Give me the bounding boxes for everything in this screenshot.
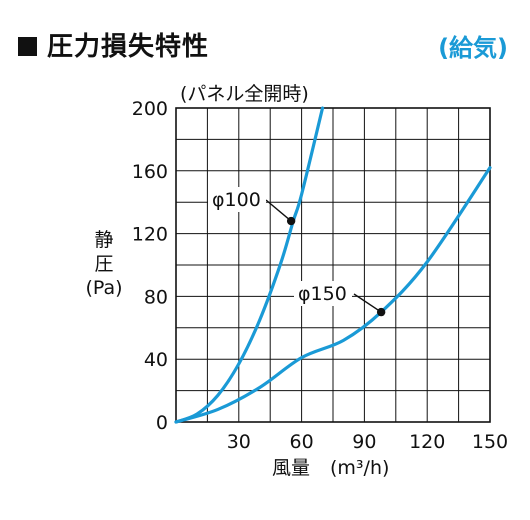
series-line-phi150: [174, 166, 492, 424]
y-tick-label: 80: [144, 286, 168, 308]
label-bg-phi150: [294, 281, 352, 306]
y-tick-label: 200: [132, 98, 168, 120]
labels-group: 静圧(Pa) 風量 (m³/h) (パネル全開時): [85, 83, 389, 479]
square-bullet-icon: [18, 37, 37, 56]
series-group: φ100 φ150: [174, 106, 492, 424]
plot-frame: [175, 107, 491, 423]
chart-title: 圧力損失特性: [18, 26, 209, 63]
panel-open-annotation: (パネル全開時): [180, 83, 309, 105]
y-axis-label: 圧: [94, 253, 113, 275]
supply-air-tag: (給気): [438, 34, 508, 62]
x-axis-unit: (m³/h): [330, 457, 389, 479]
x-tick-label: 150: [472, 431, 508, 453]
series-line-phi100: [174, 106, 325, 424]
marker-point-phi150: [376, 307, 386, 317]
x-tick-label: 120: [409, 431, 445, 453]
grid: [176, 108, 490, 422]
x-axis-label: 風量: [272, 457, 310, 479]
marker-point-phi100: [286, 216, 296, 226]
x-tick-label: 90: [352, 431, 376, 453]
y-tick-label: 40: [144, 349, 168, 371]
y-tick-label: 120: [132, 224, 168, 246]
series-label-phi100: φ100: [212, 189, 261, 211]
y-axis-label: (Pa): [85, 277, 122, 299]
series-label-phi150: φ150: [298, 283, 347, 305]
axes: 0 40 80 120 160 200 30 60 90 120 150: [132, 98, 508, 453]
leader-line-phi100: [265, 199, 292, 222]
leader-line-phi150: [353, 293, 382, 313]
title-text: 圧力損失特性: [47, 32, 210, 62]
y-tick-label: 0: [156, 412, 168, 434]
x-tick-label: 60: [290, 431, 314, 453]
y-tick-label: 160: [132, 161, 168, 183]
x-tick-label: 30: [227, 431, 251, 453]
y-axis-label: 静: [94, 229, 113, 251]
label-bg-phi100: [208, 187, 266, 212]
